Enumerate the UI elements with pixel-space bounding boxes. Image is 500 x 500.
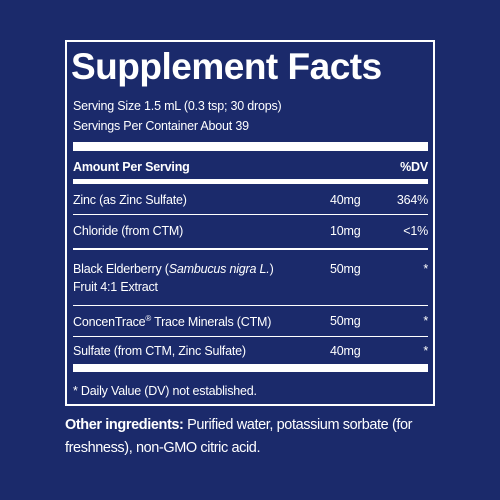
daily-value: <1%: [403, 224, 428, 238]
serving-size: Serving Size 1.5 mL (0.3 tsp; 30 drops): [73, 99, 282, 113]
name-part: ConcenTrace: [73, 315, 146, 330]
name-latin: Sambucus nigra L.: [168, 262, 270, 276]
amount: 50mg: [330, 262, 361, 276]
name-part: Trace Minerals (CTM): [151, 315, 272, 330]
daily-value: 364%: [396, 193, 428, 207]
other-ingredients: Other ingredients: Purified water, potas…: [65, 414, 440, 460]
row-line: [73, 214, 428, 215]
other-ingredients-label: Other ingredients:: [65, 417, 184, 433]
name-part: ): [269, 262, 274, 276]
nutrient-name: ConcenTrace® Trace Minerals (CTM): [73, 314, 271, 329]
header-amount: Amount Per Serving: [73, 160, 190, 174]
amount: 40mg: [330, 344, 361, 358]
nutrient-name: Zinc (as Zinc Sulfate): [73, 193, 187, 207]
amount: 40mg: [330, 193, 361, 207]
row-line: [73, 248, 428, 250]
title: Supplement Facts: [71, 46, 382, 87]
registered-mark: ®: [145, 314, 152, 323]
name-part: Black Elderberry (: [73, 262, 169, 276]
servings-per-container: Servings Per Container About 39: [73, 119, 249, 133]
other-ingredients-text: Purified water, potassium sorbate (for f…: [65, 417, 413, 456]
nutrient-name: Black Elderberry (Sambucus nigra L.): [73, 262, 274, 276]
divider: [73, 364, 428, 372]
row-line: [73, 336, 428, 337]
nutrient-name: Chloride (from CTM): [73, 224, 184, 238]
footnote: * Daily Value (DV) not established.: [73, 384, 257, 398]
amount: 50mg: [330, 314, 361, 328]
divider: [73, 142, 428, 151]
daily-value: *: [423, 262, 428, 276]
amount: 10mg: [330, 224, 361, 238]
daily-value: *: [423, 344, 428, 358]
facts-box: [65, 40, 435, 406]
nutrient-name: Sulfate (from CTM, Zinc Sulfate): [73, 344, 246, 358]
nutrient-name-line2: Fruit 4:1 Extract: [73, 280, 158, 294]
row-line: [73, 305, 428, 306]
divider: [73, 179, 428, 184]
header-dv: %DV: [400, 160, 428, 174]
daily-value: *: [423, 314, 428, 328]
